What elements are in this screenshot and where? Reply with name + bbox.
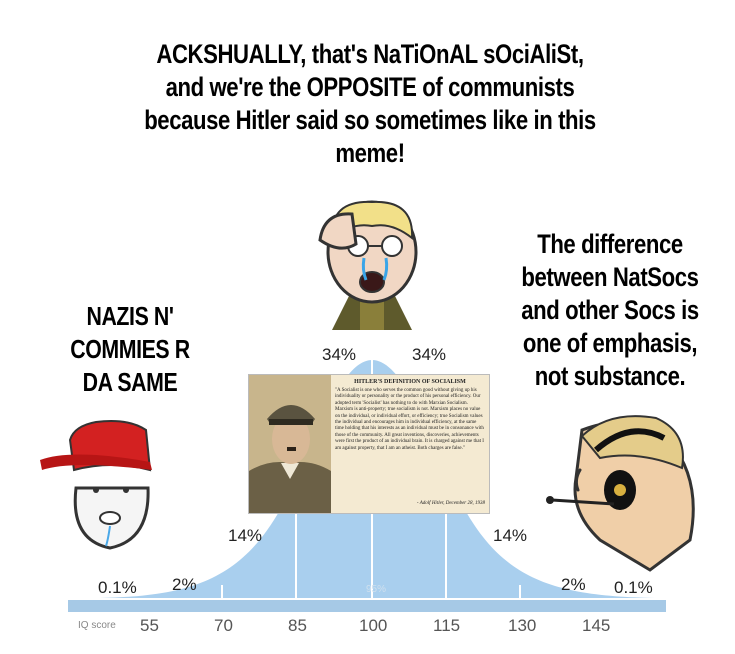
quote-text: "A Socialist is one who serves the commo…: [335, 388, 484, 451]
iq-tick: 145: [582, 616, 611, 635]
iq-tick: 70: [214, 616, 233, 635]
iq-tick: 115: [433, 616, 461, 635]
pct-label-6: 14%: [493, 526, 528, 545]
curve-watermark: 95%: [366, 584, 387, 595]
right-caption: The difference between NatSocs and other…: [521, 229, 699, 391]
iq-tick: 130: [508, 616, 537, 635]
top-caption: ACKSHUALLY, that's NaTiOnAL sOciAliSt, a…: [144, 39, 596, 168]
pct-label-3: 14%: [228, 526, 263, 545]
pct-label-5: 34%: [412, 345, 447, 364]
quote-title: HITLER'S DEFINITION OF SOCIALISM: [354, 379, 466, 385]
iq-tick: 55: [140, 616, 159, 635]
pct-label-2: 2%: [172, 575, 197, 594]
quote-attribution: - Adolf Hitler, December 28, 1938: [416, 501, 485, 506]
iq-axis-bar: [68, 600, 666, 612]
iq-axis-label: IQ score: [78, 620, 116, 631]
iq-tick: 100: [359, 616, 388, 635]
pct-label-8: 0.1%: [614, 578, 653, 597]
pct-label-4: 34%: [322, 345, 357, 364]
hitler-portrait-image: [249, 375, 331, 513]
hitler-quote-card: HITLER'S DEFINITION OF SOCIALISM "A Soci…: [248, 374, 490, 514]
iq-tick: 85: [288, 616, 307, 635]
pct-label-1: 0.1%: [98, 578, 137, 597]
pct-label-7: 2%: [561, 575, 586, 594]
left-caption: NAZIS N' COMMIES R DA SAME: [70, 301, 190, 397]
